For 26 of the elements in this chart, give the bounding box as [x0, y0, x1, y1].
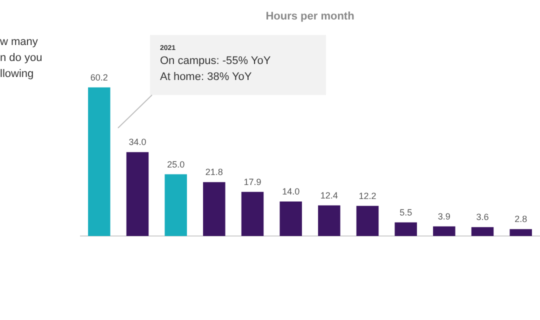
- bar: [203, 182, 226, 236]
- data-label: 3.6: [476, 212, 489, 222]
- bar: [126, 152, 149, 236]
- bar: [280, 201, 302, 236]
- data-label: 12.4: [320, 190, 338, 200]
- data-label: 5.5: [400, 207, 412, 218]
- bar: [164, 174, 187, 236]
- data-label: 21.8: [205, 167, 223, 178]
- bar: [433, 226, 456, 236]
- data-label: 25.0: [167, 159, 185, 170]
- data-label: 17.9: [244, 176, 262, 187]
- bar: [318, 205, 340, 236]
- bar: [356, 206, 379, 236]
- data-label: 3.9: [438, 211, 450, 222]
- data-label: 12.2: [358, 190, 376, 201]
- data-label: 60.2: [90, 72, 108, 82]
- data-label: 34.0: [128, 137, 146, 148]
- bar: [510, 229, 532, 236]
- bar: [88, 87, 110, 236]
- text: w many n do you llowing: [0, 35, 42, 82]
- bar: [241, 192, 264, 236]
- chart-title: Hours per month: [266, 10, 355, 23]
- data-label: 2.8: [514, 214, 528, 224]
- data-label: 14.0: [282, 186, 300, 196]
- bar: [471, 227, 494, 236]
- bar: [394, 222, 417, 236]
